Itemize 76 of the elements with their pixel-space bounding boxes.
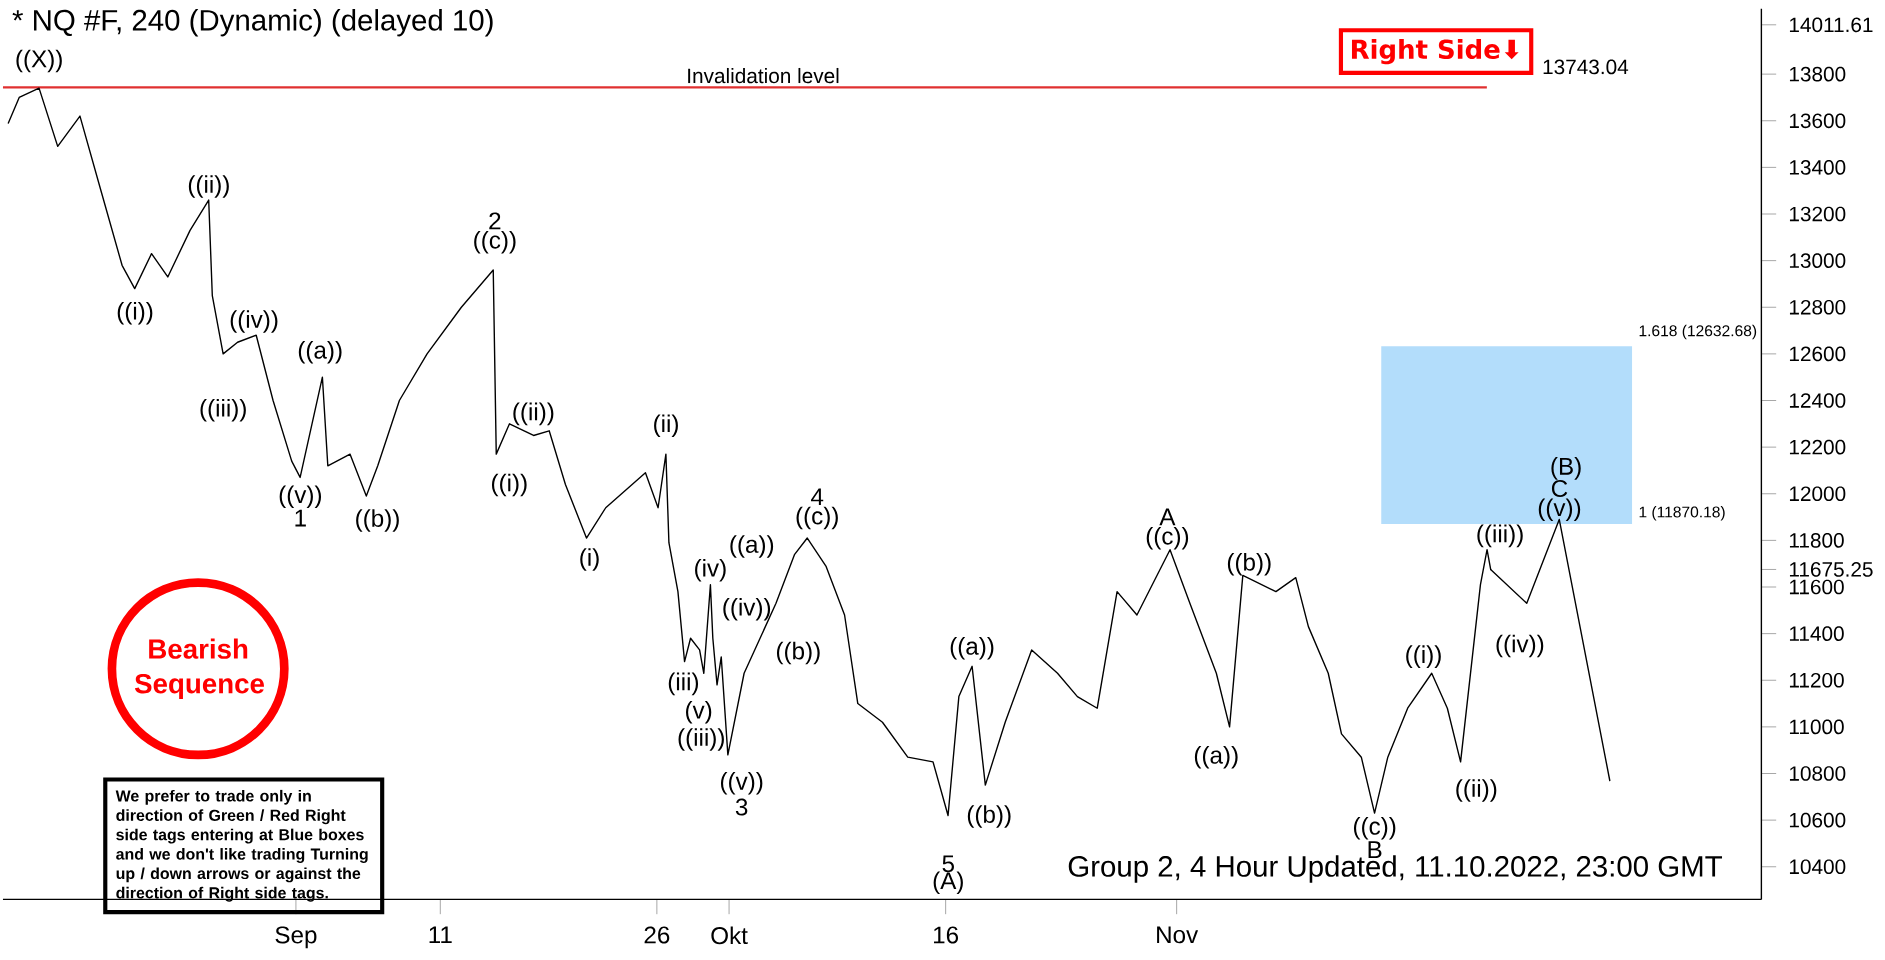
y-tick-label: 11800: [1789, 533, 1844, 548]
annotation: (iv): [695, 558, 726, 582]
annotation: Bearish Sequence: [134, 638, 264, 700]
annotation: ((b)): [1227, 553, 1271, 576]
x-tick-label: 16: [934, 926, 959, 944]
annotation: 1.618 (12632.68): [1639, 324, 1757, 340]
annotation: ((c)): [1146, 526, 1189, 550]
annotation: ((iii)): [678, 728, 724, 751]
annotation: ((iii)): [1477, 524, 1523, 548]
y-tick-label: 12000: [1789, 486, 1846, 502]
annotation: 2: [489, 212, 501, 230]
annotation: (A): [933, 871, 963, 895]
annotation: ((iv)): [230, 310, 278, 333]
chart-title: * NQ #F, 240 (Dynamic) (delayed 10): [12, 9, 493, 37]
annotation: ((ii)): [188, 175, 229, 198]
annotation: ((c)): [1353, 817, 1396, 840]
annotation: ((b)): [356, 509, 399, 532]
annotation: (i): [580, 548, 599, 571]
annotation: ((c)): [474, 230, 516, 254]
annotation: ((v)): [720, 772, 763, 795]
annotation: ((a)): [730, 535, 774, 558]
y-tick-label: 11000: [1789, 719, 1844, 735]
y-tick-label: 10800: [1789, 766, 1846, 781]
y-tick-label: 13800: [1789, 66, 1846, 82]
ref-line-label: Invalidation level: [688, 68, 839, 84]
x-tick-label: 26: [644, 926, 670, 944]
annotation: ((a)): [298, 341, 342, 364]
annotation: ((iv)): [1496, 634, 1544, 658]
annotation: (B): [1551, 457, 1581, 480]
annotation: ((ii)): [513, 402, 554, 426]
y-tick-label: 11400: [1789, 626, 1844, 642]
annotation: ((X)): [16, 49, 62, 73]
annotation: 1: [295, 509, 306, 527]
y-tick-label: 13200: [1789, 206, 1846, 222]
annotation: ((iii)): [200, 399, 246, 422]
y-tick-label: 10600: [1789, 812, 1846, 828]
annotation: 4: [811, 488, 824, 506]
y-tick-label: 13400: [1789, 160, 1846, 175]
y-tick-label: 11600: [1789, 579, 1844, 595]
annotation: 5: [942, 855, 954, 873]
annotation: (iii): [668, 672, 699, 696]
annotation: ((b)): [776, 641, 820, 665]
annotation: Right Side⬇: [1351, 39, 1519, 65]
annotation: We prefer to trade only in direction of Green / Red Right side tags entering at Blue boxes and we don't like trading Turning up / down arrows or against the direction of Right side tags.: [115, 789, 368, 902]
annotation: ((c)): [796, 506, 838, 530]
y-tick-label: 11675.25: [1789, 562, 1873, 577]
y-tick-label: 10400: [1789, 859, 1846, 875]
annotation: C: [1551, 480, 1568, 498]
y-tick-label: 13600: [1789, 113, 1846, 129]
annotation: A: [1159, 508, 1176, 526]
y-tick-label: 11200: [1789, 672, 1844, 688]
y-tick-label: 13000: [1789, 253, 1846, 269]
annotation: ((ii)): [1456, 779, 1497, 802]
x-tick-label: Okt: [711, 926, 748, 945]
annotation: ((i)): [1406, 645, 1441, 668]
annotation: ((a)): [950, 637, 994, 660]
x-tick-label: 11: [429, 926, 452, 944]
annotation: ((i)): [491, 473, 527, 497]
y-tick-label: 12600: [1789, 346, 1846, 362]
annotation: ((iv)): [723, 598, 771, 621]
y-tick-label: 12200: [1789, 439, 1846, 455]
annotation: (ii): [654, 414, 678, 438]
y-tick-label: 14011.61: [1789, 17, 1873, 33]
annotation: (v): [686, 701, 712, 724]
annotation: 1 (11870.18): [1639, 506, 1725, 521]
annotation: ((b)): [967, 805, 1011, 828]
annotation: ((v)): [1538, 498, 1581, 522]
annotation: 13743.04: [1543, 59, 1629, 75]
y-tick-label: 12800: [1789, 299, 1846, 315]
annotation: ((v)): [279, 485, 322, 509]
y-tick-label: 12400: [1789, 393, 1846, 408]
annotation: 3: [735, 798, 748, 816]
annotation: ((i)): [117, 302, 153, 325]
x-tick-label: Nov: [1157, 926, 1199, 944]
annotation: ((a)): [1194, 746, 1238, 769]
x-tick-label: Sep: [275, 926, 317, 949]
